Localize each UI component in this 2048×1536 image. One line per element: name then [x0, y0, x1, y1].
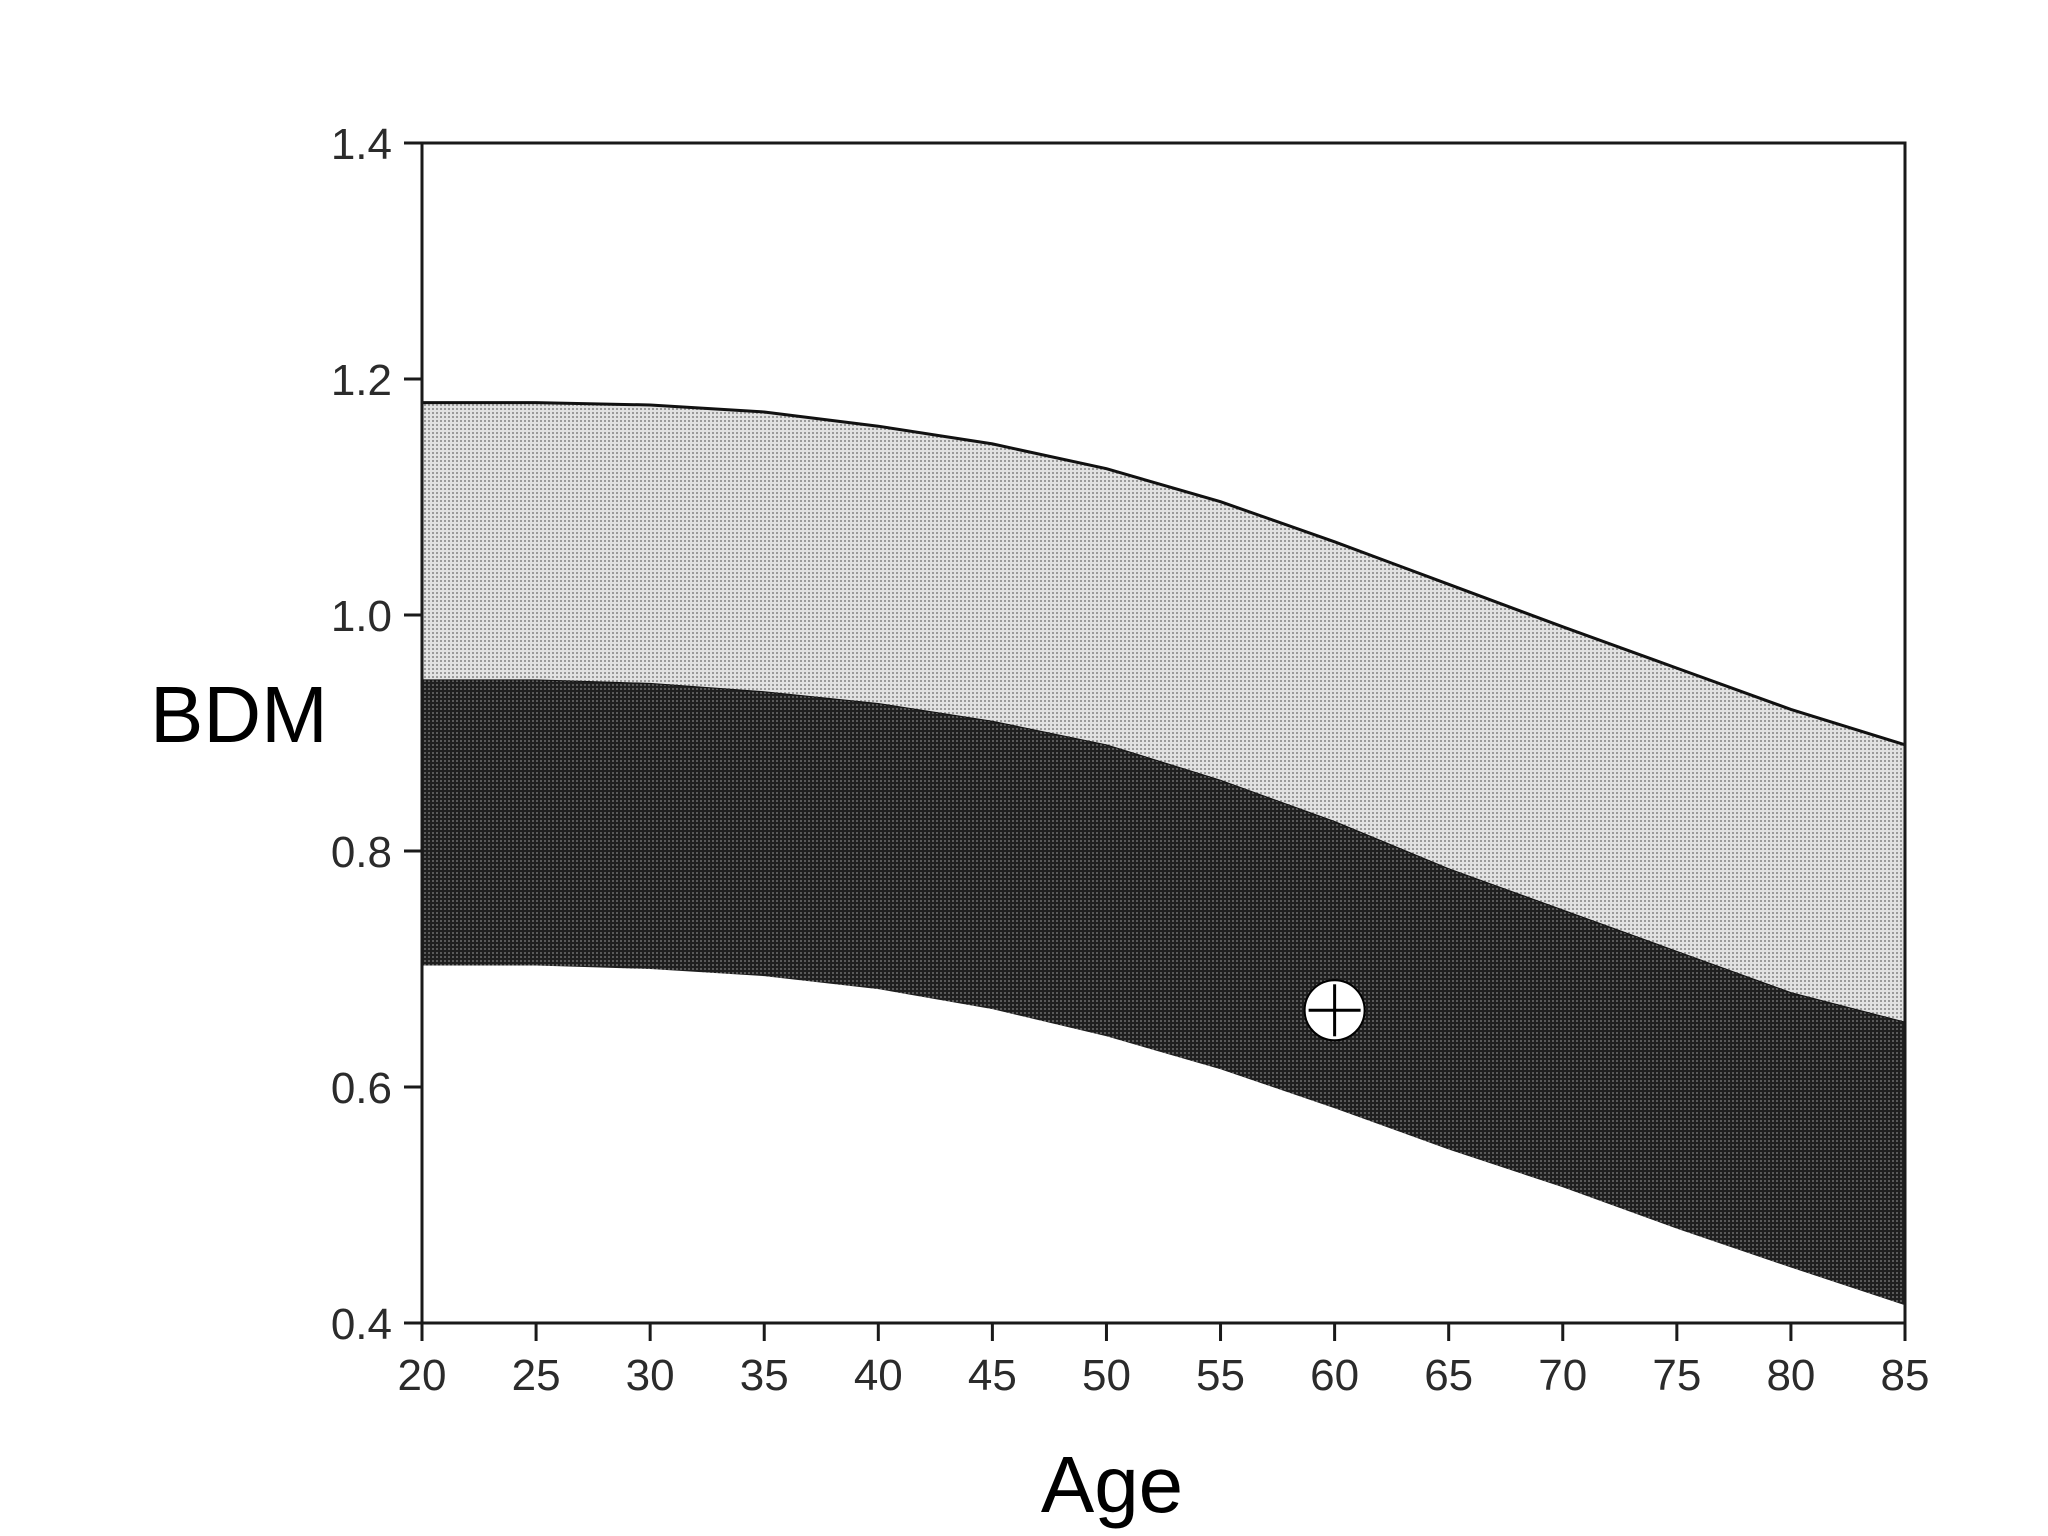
x-tick-label: 45 [968, 1351, 1017, 1400]
x-tick-label: 65 [1424, 1351, 1473, 1400]
y-tick-label: 1.2 [331, 356, 392, 405]
plot-frame [420, 141, 1907, 1325]
data-point-marker [1303, 979, 1366, 1042]
y-tick-label: 1.0 [331, 592, 392, 641]
x-tick-label: 70 [1538, 1351, 1587, 1400]
x-tick-label: 35 [740, 1351, 789, 1400]
y-axis-label: BDM [150, 670, 328, 759]
x-tick-label: 40 [854, 1351, 903, 1400]
x-tick-label: 85 [1881, 1351, 1930, 1400]
upper-band [422, 402, 1905, 1023]
y-tick-label: 0.4 [331, 1300, 392, 1349]
x-axis-label: Age [1041, 1440, 1183, 1529]
lower-band-top-edge [422, 679, 1906, 1023]
bands-layer [422, 401, 1906, 1306]
x-tick-label: 55 [1196, 1351, 1245, 1400]
y-tick-label: 1.4 [331, 120, 392, 169]
x-tick-label: 60 [1310, 1351, 1359, 1400]
ticks-layer: 20 25 30 35 40 45 50 55 60 65 70 75 80 85 0.4 0.6 0.8 1.0… [331, 120, 1930, 1400]
lower-band [422, 679, 1905, 1306]
x-tick-label: 75 [1652, 1351, 1701, 1400]
marker-layer [1303, 979, 1366, 1042]
upper-band-top-edge [422, 401, 1906, 747]
x-tick-label: 80 [1766, 1351, 1815, 1400]
x-tick-label: 25 [512, 1351, 561, 1400]
y-tick-label: 0.6 [331, 1064, 392, 1113]
x-tick-label: 50 [1082, 1351, 1131, 1400]
y-tick-label: 0.8 [331, 828, 392, 877]
x-tick-label: 20 [398, 1351, 447, 1400]
x-tick-label: 30 [626, 1351, 675, 1400]
axes-layer [420, 141, 1907, 1325]
